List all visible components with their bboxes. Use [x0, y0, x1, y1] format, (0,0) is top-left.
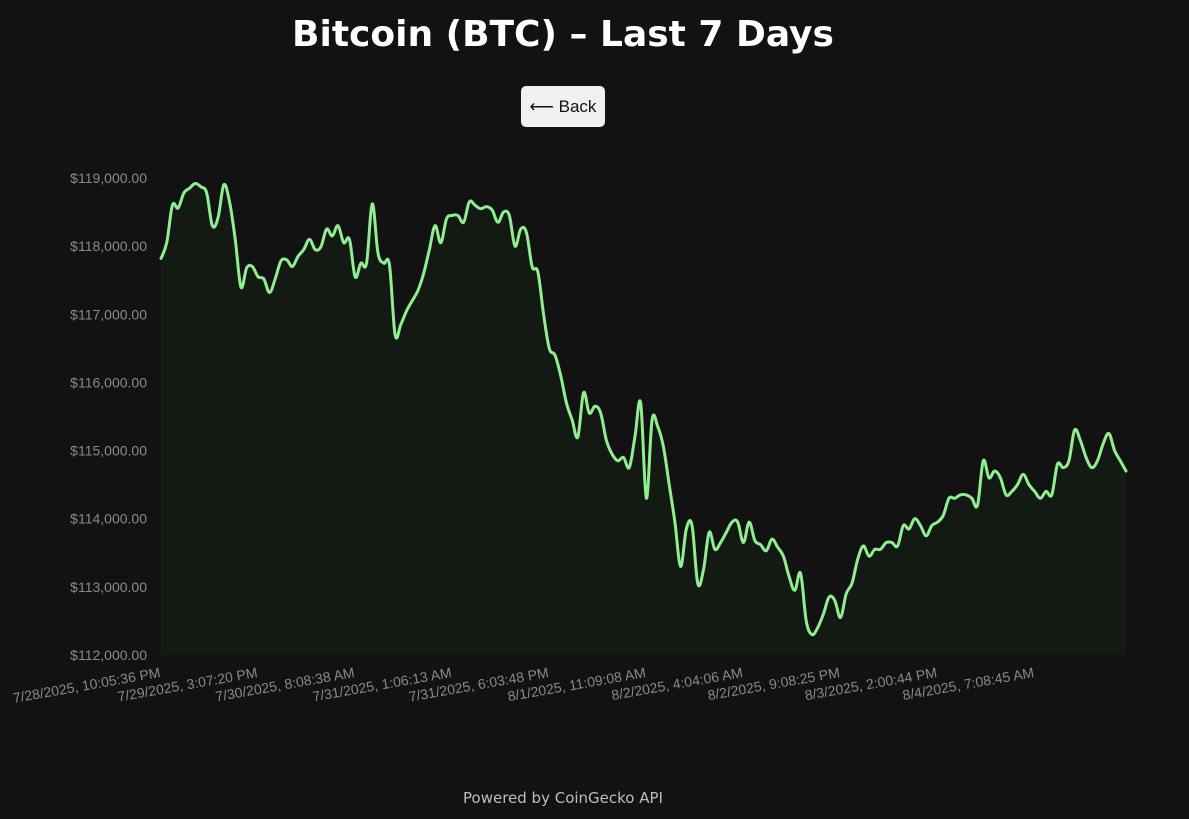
y-tick-label: $112,000.00: [70, 647, 147, 663]
y-tick-label: $115,000.00: [70, 443, 147, 459]
price-area-fill: [161, 183, 1126, 655]
price-series-line: [159, 181, 1128, 637]
y-axis: $112,000.00 $113,000.00 $114,000.00 $115,00…: [70, 170, 147, 663]
footer-credit: Powered by CoinGecko API: [463, 789, 663, 807]
y-tick-label: $118,000.00: [70, 238, 147, 254]
y-tick-label: $116,000.00: [70, 374, 147, 390]
y-tick-label: $114,000.00: [70, 511, 147, 527]
y-tick-label: $117,000.00: [70, 306, 147, 322]
y-tick-label: $119,000.00: [70, 170, 147, 186]
x-axis: 7/28/2025, 10:05:36 PM7/29/2025, 3:07:20…: [12, 664, 1036, 706]
page-title: Bitcoin (BTC) – Last 7 Days: [292, 14, 834, 55]
y-tick-label: $113,000.00: [70, 579, 147, 595]
back-button[interactable]: ⟵ Back: [521, 86, 605, 127]
